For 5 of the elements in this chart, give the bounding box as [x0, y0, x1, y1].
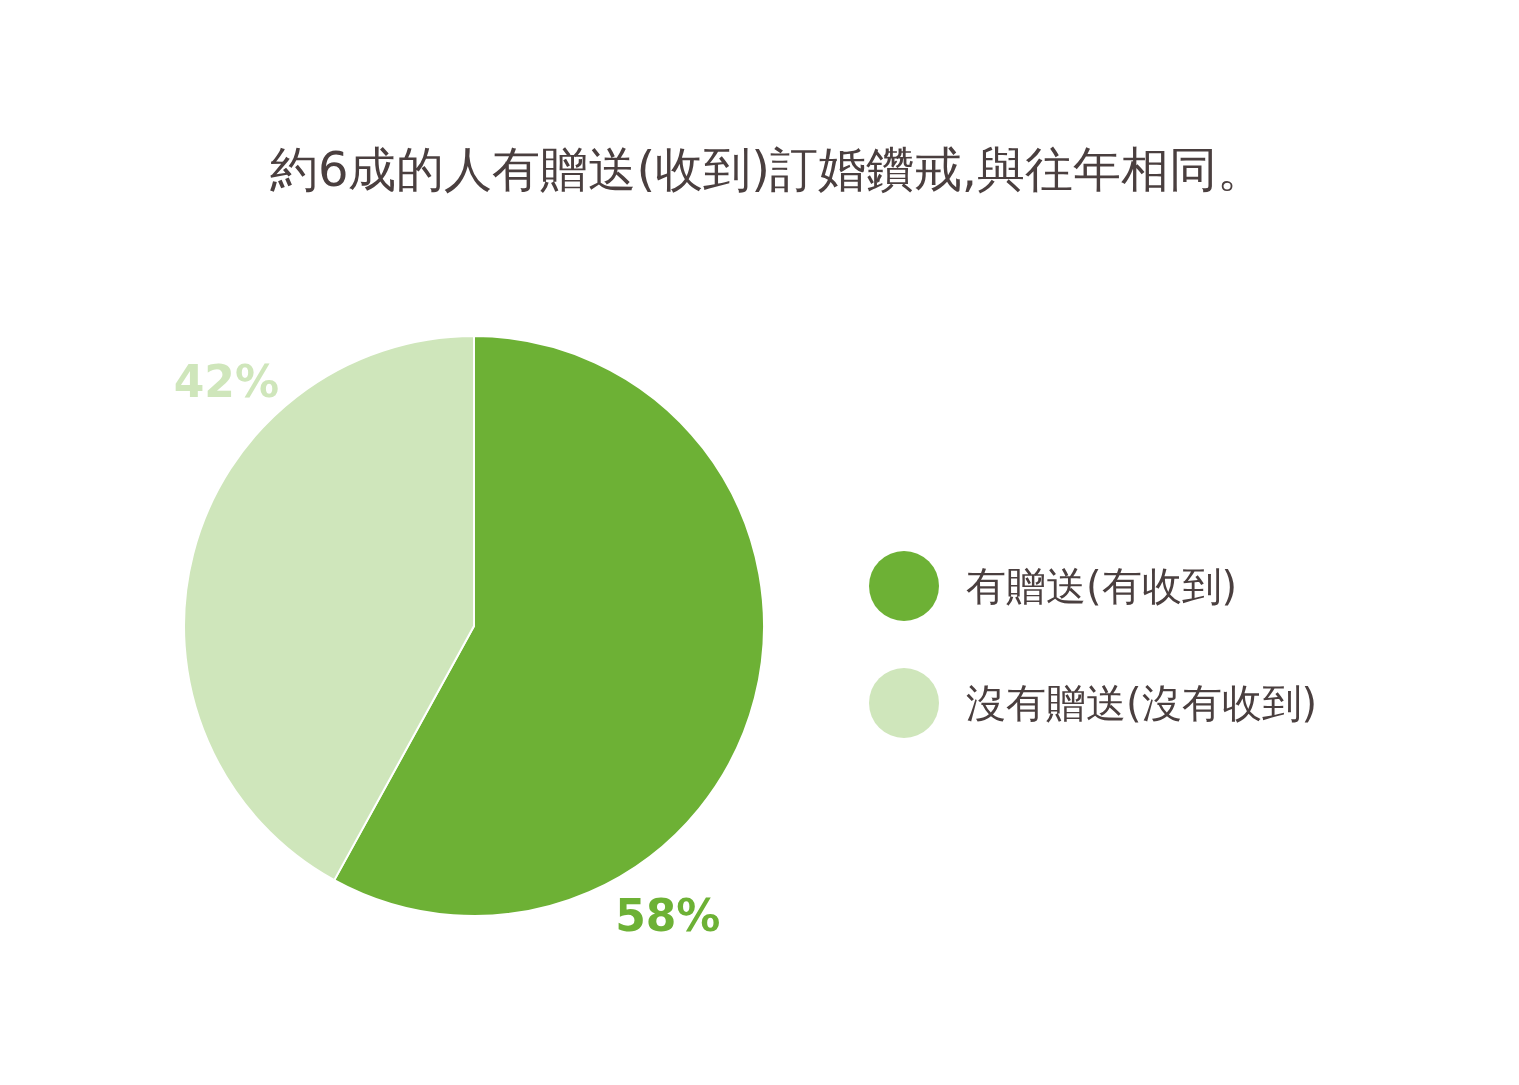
data-label: 42%: [173, 355, 280, 407]
legend-label: 沒有贈送(沒有收到): [966, 680, 1318, 726]
chart-title: 約6成的人有贈送(收到)訂婚鑽戒,與往年相同。: [269, 141, 1266, 197]
legend-label: 有贈送(有收到): [966, 563, 1238, 609]
data-label: 58%: [615, 889, 721, 941]
